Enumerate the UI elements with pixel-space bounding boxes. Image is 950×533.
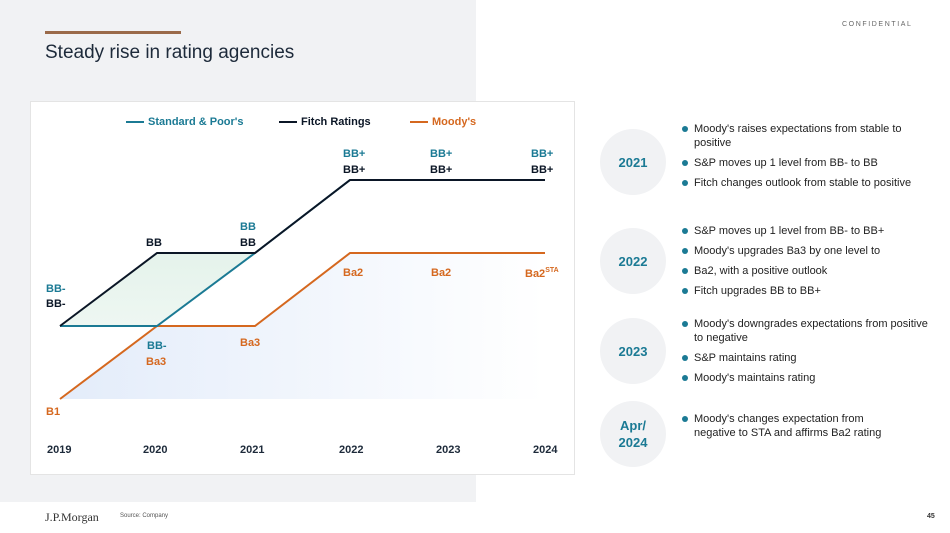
list-item: Fitch upgrades BB to BB+	[682, 284, 932, 298]
list-item: Moody's upgrades Ba3 by one level to	[682, 244, 932, 258]
timeline-list-2021: Moody's raises expectations from stable …	[682, 122, 932, 196]
timeline-badge-apr-2024-text: Apr/ 2024	[619, 417, 648, 451]
moodys-label-2023: Ba2	[431, 267, 452, 279]
fitch-label-2024: BB+	[531, 164, 554, 176]
x-tick-2023: 2023	[436, 444, 461, 456]
source-note: Source: Company	[120, 513, 169, 519]
moodys-series-line	[59, 252, 545, 400]
timeline-badge-2023: 2023	[600, 318, 666, 384]
list-item: Moody's maintains rating	[682, 371, 932, 385]
sp-label-2020: BB-	[147, 340, 167, 352]
list-item: Moody's raises expectations from stable …	[682, 122, 932, 150]
fitch-series-line	[59, 179, 545, 327]
timeline-list-2023: Moody's downgrades expectations from pos…	[682, 317, 932, 391]
x-tick-2024: 2024	[533, 444, 558, 456]
sp-label-2023: BB+	[430, 148, 453, 160]
page-number: 45	[927, 513, 935, 520]
sp-label-2021: BB	[240, 221, 256, 233]
x-tick-2020: 2020	[143, 444, 168, 456]
fitch-label-2021: BB	[240, 237, 256, 249]
list-item: Moody's changes expectation from negativ…	[682, 412, 882, 440]
legend-sp: Standard & Poor's	[126, 115, 244, 129]
sp-label-2022: BB+	[343, 148, 366, 160]
fitch-label-2023: BB+	[430, 164, 453, 176]
fitch-label-2019: BB-	[46, 298, 66, 310]
jpmorgan-logo: J.P.Morgan	[45, 510, 99, 524]
confidential-label: CONFIDENTIAL	[842, 21, 913, 28]
list-item: Moody's downgrades expectations from pos…	[682, 317, 932, 345]
title-accent-bar	[45, 31, 181, 34]
legend-moodys-label: Moody's	[432, 116, 477, 128]
footer-band	[0, 502, 950, 533]
sp-label-2024: BB+	[531, 148, 554, 160]
x-tick-2022: 2022	[339, 444, 364, 456]
legend-moodys: Moody's	[410, 115, 476, 129]
moodys-label-2021: Ba3	[240, 337, 261, 349]
timeline-badge-2022: 2022	[600, 228, 666, 294]
moodys-label-2024-text: Ba2	[525, 268, 546, 280]
badge-line-2: 2024	[618, 435, 648, 450]
legend-sp-label: Standard & Poor's	[148, 116, 244, 128]
legend-fitch-swatch	[279, 121, 297, 123]
moodys-label-2022: Ba2	[343, 267, 364, 279]
legend-fitch-label: Fitch Ratings	[301, 116, 371, 128]
moodys-label-2024-suffix: STA	[545, 267, 559, 274]
x-tick-2021: 2021	[240, 444, 265, 456]
sp-label-2019: BB-	[46, 283, 66, 295]
page-title: Steady rise in rating agencies	[45, 42, 295, 63]
legend-fitch: Fitch Ratings	[279, 115, 371, 129]
legend-sp-swatch	[126, 121, 144, 123]
fitch-label-2022: BB+	[343, 164, 366, 176]
list-item: Fitch changes outlook from stable to pos…	[682, 176, 932, 190]
list-item: S&P maintains rating	[682, 351, 932, 365]
timeline-badge-2021: 2021	[600, 129, 666, 195]
list-item: S&P moves up 1 level from BB- to BB+	[682, 224, 932, 238]
timeline-list-2022: S&P moves up 1 level from BB- to BB+ Moo…	[682, 224, 932, 304]
timeline-badge-apr-2024: Apr/ 2024	[600, 401, 666, 467]
moodys-area-fill	[60, 253, 545, 399]
x-tick-2019: 2019	[47, 444, 72, 456]
timeline-list-apr-2024: Moody's changes expectation from negativ…	[682, 412, 882, 446]
list-item: Ba2, with a positive outlook	[682, 264, 932, 278]
moodys-label-2020: Ba3	[146, 356, 167, 368]
legend-moodys-swatch	[410, 121, 428, 123]
fitch-label-2020: BB	[146, 237, 162, 249]
moodys-label-2019: B1	[46, 406, 61, 418]
fitch-sp-band-fill	[60, 180, 545, 326]
list-item: S&P moves up 1 level from BB- to BB	[682, 156, 932, 170]
moodys-label-2024: Ba2STA	[525, 267, 559, 280]
badge-line-1: Apr/	[619, 418, 646, 433]
